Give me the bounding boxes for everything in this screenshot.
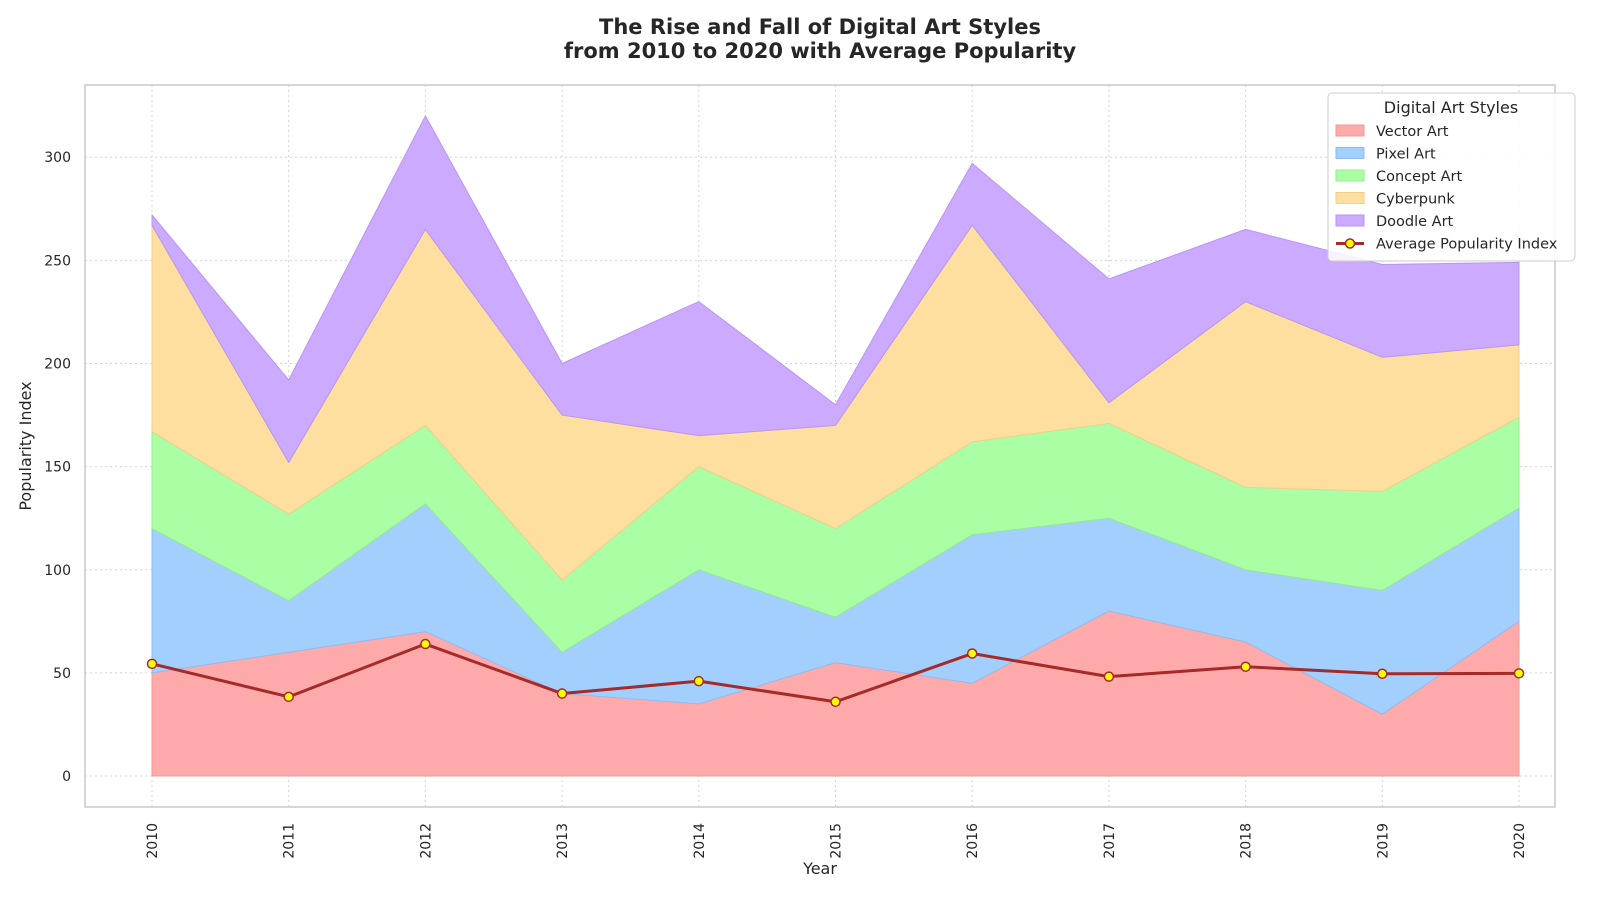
y-tick-label: 50 bbox=[53, 666, 71, 682]
y-axis-ticks: 0 50 100 150 200 250 300 bbox=[44, 150, 71, 785]
chart-subtitle: from 2010 to 2020 with Average Popularit… bbox=[564, 39, 1077, 63]
legend-title: Digital Art Styles bbox=[1384, 98, 1518, 117]
legend-item: Cyberpunk bbox=[1335, 192, 1455, 208]
area-doodle-art bbox=[151, 115, 1520, 464]
x-tick-label: 2017 bbox=[1102, 823, 1118, 859]
legend-label: Doodle Art bbox=[1376, 214, 1454, 230]
chart-title: The Rise and Fall of Digital Art Styles bbox=[599, 15, 1041, 39]
legend-item: Concept Art bbox=[1335, 169, 1462, 185]
legend: Digital Art Styles Vector Art Pixel Art Co… bbox=[1327, 92, 1576, 262]
legend-label: Vector Art bbox=[1376, 124, 1449, 140]
x-axis-ticks: 2010 2011 2012 2013 2014 2015 2016 2017 2018 2019… bbox=[145, 823, 1528, 859]
plot-frame bbox=[84, 84, 1556, 808]
legend-marker bbox=[1344, 238, 1356, 249]
x-tick-label: 2012 bbox=[418, 823, 434, 859]
x-tick-label: 2020 bbox=[1512, 823, 1528, 859]
average-point bbox=[830, 696, 841, 708]
x-tick-label: 2011 bbox=[282, 823, 298, 859]
average-point bbox=[283, 691, 294, 703]
average-point bbox=[693, 675, 705, 687]
x-tick-label: 2013 bbox=[555, 823, 571, 859]
average-line-group bbox=[146, 638, 1525, 708]
legend-swatch bbox=[1335, 147, 1365, 159]
average-point bbox=[1513, 668, 1525, 679]
legend-item: Pixel Art bbox=[1335, 147, 1436, 163]
legend-swatch bbox=[1335, 214, 1365, 227]
legend-item: Doodle Art bbox=[1335, 214, 1454, 230]
x-tick-label: 2014 bbox=[692, 823, 708, 859]
legend-swatch bbox=[1335, 169, 1365, 182]
average-point bbox=[1103, 671, 1115, 682]
x-tick-label: 2019 bbox=[1375, 823, 1391, 859]
average-point bbox=[146, 658, 158, 670]
x-tick-label: 2018 bbox=[1239, 823, 1255, 859]
average-point bbox=[420, 638, 431, 650]
x-tick-label: 2010 bbox=[145, 823, 161, 859]
y-axis-label: Popularity Index bbox=[16, 381, 35, 510]
legend-label: Cyberpunk bbox=[1376, 192, 1455, 208]
average-point bbox=[1240, 661, 1251, 672]
legend-swatch bbox=[1335, 192, 1365, 204]
stacked-areas bbox=[151, 115, 1520, 777]
average-point bbox=[556, 688, 568, 699]
legend-item: Vector Art bbox=[1335, 124, 1449, 140]
x-axis-label: Year bbox=[802, 859, 837, 878]
legend-box bbox=[1327, 92, 1576, 262]
legend-label: Pixel Art bbox=[1376, 147, 1436, 163]
y-tick-label: 200 bbox=[44, 356, 71, 372]
y-tick-label: 250 bbox=[44, 253, 71, 269]
y-tick-label: 300 bbox=[44, 150, 71, 166]
legend-label: Concept Art bbox=[1376, 169, 1462, 185]
y-tick-label: 150 bbox=[44, 460, 71, 476]
legend-item: Average Popularity Index bbox=[1336, 237, 1558, 253]
y-tick-label: 100 bbox=[44, 563, 71, 579]
legend-label: Average Popularity Index bbox=[1376, 237, 1558, 253]
legend-items: Vector Art Pixel Art Concept Art Cyberpunk D… bbox=[1335, 124, 1558, 253]
x-tick-label: 2016 bbox=[965, 823, 981, 859]
x-tick-label: 2015 bbox=[829, 823, 845, 859]
average-point bbox=[1377, 668, 1388, 679]
legend-swatch bbox=[1335, 124, 1365, 137]
average-point bbox=[966, 648, 978, 659]
y-tick-label: 0 bbox=[62, 769, 71, 785]
